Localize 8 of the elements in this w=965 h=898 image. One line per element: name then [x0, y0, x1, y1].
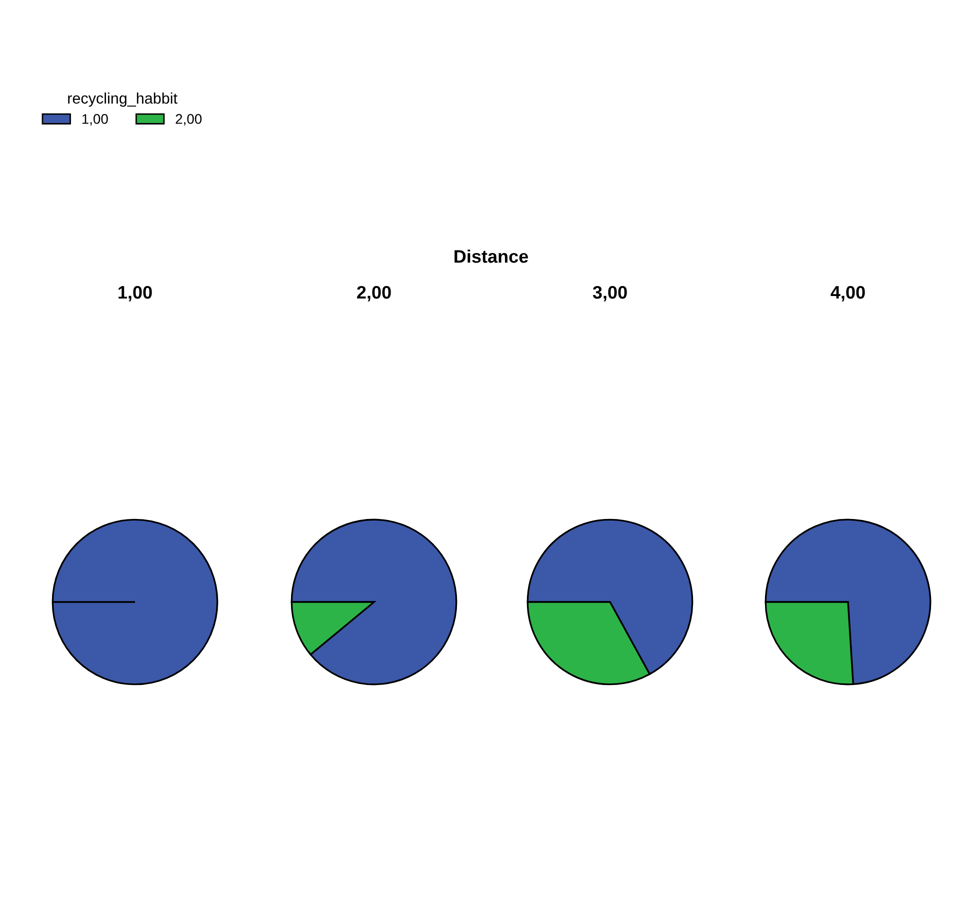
text: Distance	[454, 250, 528, 263]
legend-title: recycling_habbit	[68, 92, 178, 107]
text: 1,00	[118, 286, 152, 302]
legend-label: 1,00	[82, 114, 108, 126]
legend-label: 2,00	[176, 114, 202, 126]
chart-title: 3,00	[592, 286, 627, 302]
chart-title: 4,00	[830, 286, 865, 302]
chart-title: 2,00	[357, 286, 391, 302]
